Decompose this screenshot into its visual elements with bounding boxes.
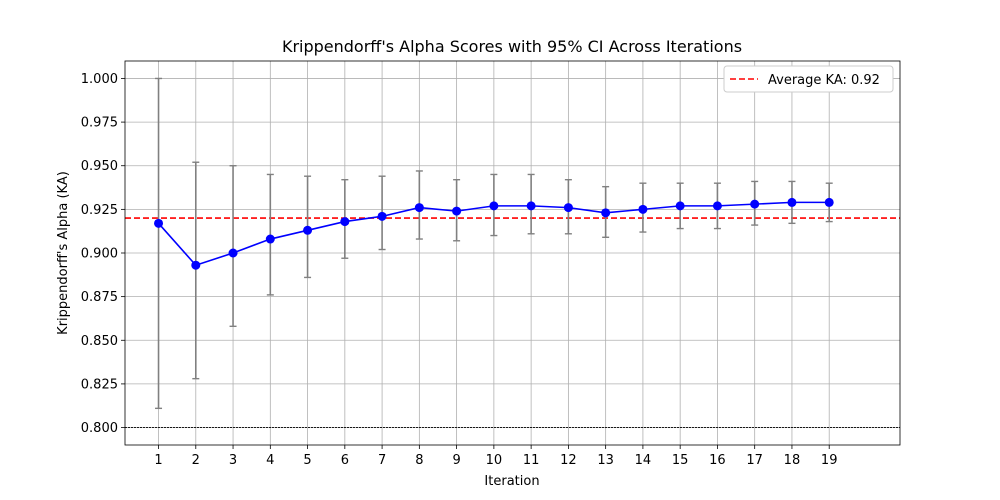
- data-point: [526, 201, 536, 211]
- error-bar: [229, 165, 237, 328]
- chart-title: Krippendorff's Alpha Scores with 95% CI …: [282, 37, 742, 56]
- x-tick-label: 19: [821, 453, 838, 468]
- data-point: [154, 218, 164, 228]
- x-tick-label: 10: [486, 453, 503, 468]
- axes: 1 2 3 4 5 6 7 8 9 10 11 12 13 14 15 16 17 18 190.8000.8250…: [81, 60, 901, 468]
- data-point: [601, 208, 611, 218]
- y-tick-label: 0.825: [81, 377, 118, 392]
- x-axis-title: Iteration: [484, 474, 539, 489]
- x-tick-label: 1: [154, 453, 162, 468]
- data-point: [675, 201, 685, 211]
- y-tick-label: 0.800: [81, 421, 118, 436]
- y-tick-label: 0.975: [81, 116, 118, 131]
- plot-frame: [124, 60, 901, 446]
- error-bar: [192, 161, 200, 380]
- data-point: [563, 203, 573, 213]
- y-tick-label: 1.000: [81, 72, 118, 87]
- data-point: [824, 197, 834, 207]
- y-tick-label: 0.900: [81, 247, 118, 262]
- data-point: [265, 234, 275, 244]
- x-tick-label: 6: [341, 453, 349, 468]
- data-point: [228, 248, 238, 258]
- y-tick-label: 0.925: [81, 203, 118, 218]
- legend: Average KA: 0.92: [723, 65, 894, 93]
- legend-label-average: Average KA: 0.92: [768, 73, 880, 88]
- data-point: [787, 197, 797, 207]
- data-point: [303, 225, 313, 235]
- data-point: [340, 217, 350, 227]
- x-tick-label: 7: [378, 453, 386, 468]
- y-axis-title: Krippendorff's Alpha (KA): [56, 171, 71, 335]
- x-tick-label: 13: [597, 453, 614, 468]
- data-point: [638, 204, 648, 214]
- x-tick-label: 9: [452, 453, 460, 468]
- legend-box: [723, 65, 894, 93]
- data-point: [750, 199, 760, 209]
- data-point: [414, 203, 424, 213]
- x-tick-label: 8: [415, 453, 423, 468]
- data-point: [712, 201, 722, 211]
- x-tick-label: 14: [635, 453, 652, 468]
- x-tick-label: 5: [303, 453, 311, 468]
- data-points: [154, 197, 834, 270]
- y-tick-label: 0.950: [81, 159, 118, 174]
- y-tick-label: 0.850: [81, 334, 118, 349]
- data-point: [452, 206, 462, 216]
- x-tick-label: 4: [266, 453, 274, 468]
- x-tick-label: 15: [672, 453, 689, 468]
- x-tick-label: 16: [709, 453, 726, 468]
- x-tick-label: 3: [229, 453, 237, 468]
- x-tick-label: 17: [746, 453, 763, 468]
- data-point: [191, 260, 201, 270]
- error-bar: [155, 77, 163, 410]
- y-tick-label: 0.875: [81, 290, 118, 305]
- reference-lines: [125, 217, 900, 428]
- data-point: [489, 201, 499, 211]
- x-tick-label: 12: [560, 453, 577, 468]
- data-point: [377, 211, 387, 221]
- grid: [125, 61, 900, 445]
- x-tick-label: 18: [784, 453, 801, 468]
- x-tick-label: 11: [523, 453, 540, 468]
- x-tick-label: 2: [192, 453, 200, 468]
